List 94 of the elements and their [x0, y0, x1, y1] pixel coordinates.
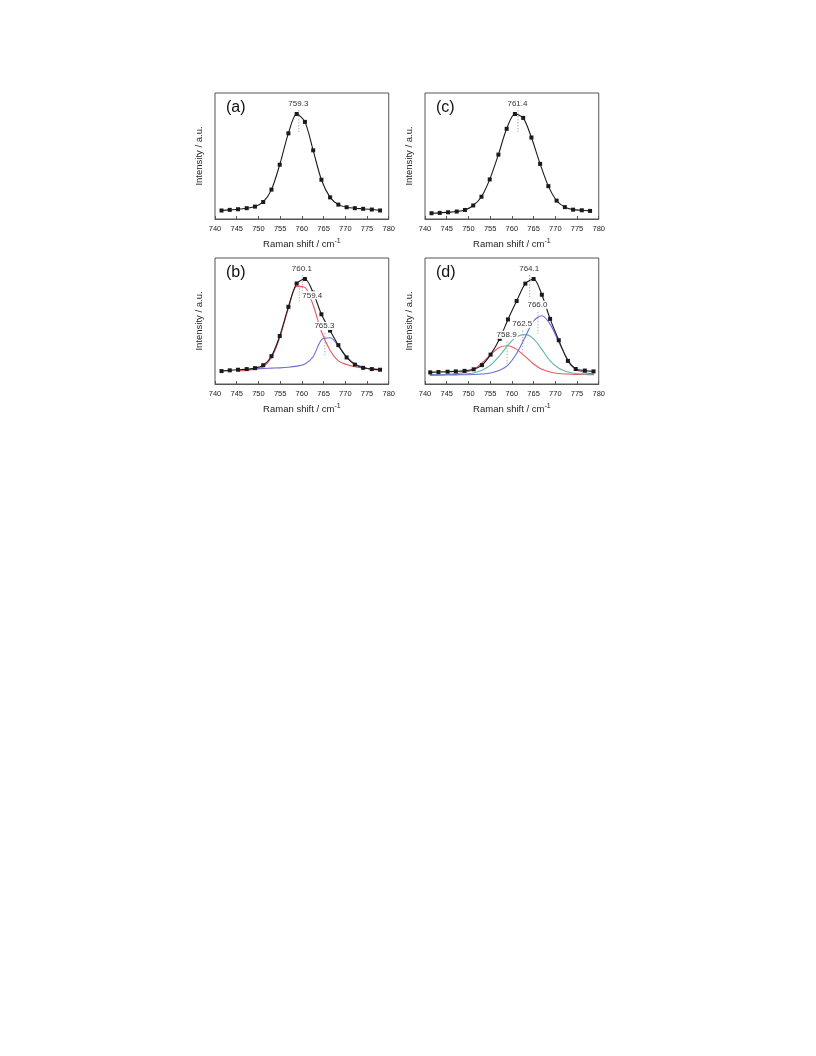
point	[219, 369, 224, 374]
point	[286, 131, 291, 136]
point	[548, 316, 553, 321]
point	[369, 207, 374, 212]
point	[252, 366, 257, 371]
point	[454, 209, 459, 214]
point	[277, 162, 282, 167]
point	[344, 205, 349, 210]
point	[546, 184, 551, 189]
point	[529, 135, 534, 140]
point	[565, 358, 570, 363]
point	[429, 211, 434, 216]
point	[521, 115, 526, 120]
point	[462, 207, 467, 212]
point	[588, 208, 593, 213]
point	[512, 112, 517, 116]
point	[378, 367, 383, 372]
point	[554, 198, 559, 203]
point	[369, 367, 374, 372]
chart-title: (d)	[436, 262, 456, 280]
point	[479, 363, 484, 368]
y-axis-title: Intensity / a.u.	[402, 126, 414, 186]
point	[539, 292, 544, 297]
point	[269, 354, 274, 359]
point	[336, 202, 341, 207]
point	[352, 362, 357, 367]
point	[496, 152, 501, 157]
point	[488, 352, 493, 357]
point	[328, 195, 333, 200]
point	[294, 281, 299, 286]
point	[277, 334, 282, 339]
point	[531, 277, 536, 281]
point	[591, 369, 596, 374]
point	[361, 206, 366, 211]
point	[573, 366, 578, 371]
point	[319, 312, 324, 317]
annotation: 758.9	[496, 330, 518, 340]
point	[344, 355, 349, 360]
point	[319, 177, 324, 182]
annotation: 759.4	[302, 290, 323, 300]
point	[579, 208, 584, 213]
point	[261, 199, 266, 204]
point	[361, 365, 366, 370]
point	[504, 126, 509, 131]
annotation: 760.1	[291, 263, 313, 273]
chart-title: (c)	[436, 97, 455, 115]
point	[462, 368, 467, 373]
point	[236, 367, 241, 372]
point	[471, 203, 476, 208]
point	[428, 370, 433, 375]
point	[437, 210, 442, 215]
point	[436, 370, 441, 375]
point	[227, 207, 232, 212]
point	[294, 112, 299, 116]
point	[446, 210, 451, 215]
annotation: 765.3	[314, 321, 335, 331]
annotation: 766.0	[527, 300, 548, 310]
point	[244, 206, 249, 211]
point	[505, 317, 510, 322]
y-axis-title: Intensity / a.u.	[192, 126, 204, 186]
point	[453, 369, 458, 374]
point	[538, 161, 543, 166]
annotation: 761.4	[507, 98, 529, 108]
chart-title: (a)	[226, 97, 246, 115]
point	[352, 206, 357, 211]
point	[479, 194, 484, 199]
point	[311, 148, 316, 153]
chart-title: (b)	[226, 262, 246, 280]
point	[571, 207, 576, 212]
point	[514, 299, 519, 304]
point	[261, 363, 266, 368]
point	[236, 207, 241, 212]
annotation: 762.5	[512, 319, 533, 329]
point	[336, 343, 341, 348]
point	[269, 187, 274, 192]
point	[445, 369, 450, 374]
point	[582, 368, 587, 373]
point	[378, 208, 383, 213]
annotation: 759.3	[288, 98, 309, 108]
y-axis-title: Intensity / a.u.	[402, 291, 414, 351]
y-axis-title: Intensity / a.u.	[192, 291, 204, 351]
point	[219, 208, 224, 213]
point	[487, 177, 492, 182]
point	[252, 204, 257, 209]
point	[302, 277, 307, 281]
point	[302, 119, 307, 124]
point	[471, 367, 476, 372]
point	[227, 368, 232, 373]
annotation: 764.1	[519, 263, 540, 273]
point	[286, 304, 291, 309]
point	[244, 367, 249, 372]
point	[523, 281, 528, 286]
point	[562, 205, 567, 210]
point	[556, 338, 561, 343]
